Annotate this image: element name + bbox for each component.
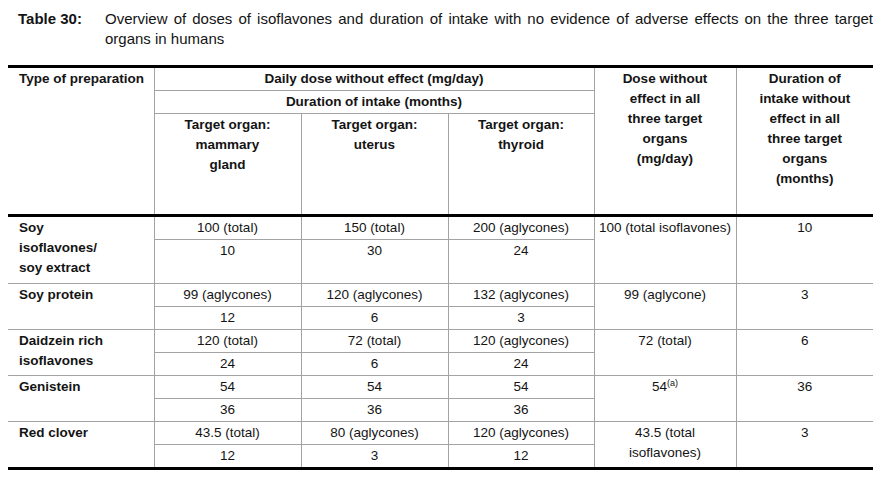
- header-target-organ-mammary: Target organ: mammary gland: [154, 114, 301, 216]
- table-body: Soy isoflavones/ soy extract 100 (total)…: [8, 216, 873, 469]
- uterus-months-cell: 6: [301, 307, 448, 330]
- document-page: Table 30: Overview of doses of isoflavon…: [0, 0, 889, 478]
- table-caption: Table 30: Overview of doses of isoflavon…: [18, 9, 873, 48]
- header-duration-of-intake: Duration of intake (months): [154, 91, 594, 114]
- mammary-dose-cell: 43.5 (total): [154, 422, 301, 445]
- preparation-cell: Red clover: [8, 422, 154, 469]
- all-organs-months-cell: 10: [736, 216, 873, 284]
- thyroid-months-cell: 24: [448, 240, 594, 284]
- thyroid-dose-cell: 54: [448, 376, 594, 399]
- all-organs-dose-cell: 43.5 (total isoflavones): [594, 422, 736, 469]
- header-daily-dose: Daily dose without effect (mg/day): [154, 67, 594, 91]
- table-row-dose: Genistein 54 54 54 54(a) 36: [8, 376, 873, 399]
- table-row-dose: Red clover 43.5 (total) 80 (aglycones) 1…: [8, 422, 873, 445]
- uterus-dose-cell: 80 (aglycones): [301, 422, 448, 445]
- header-target-organ-thyroid: Target organ: thyroid: [448, 114, 594, 216]
- table-row-dose: Soy protein 99 (aglycones) 120 (aglycone…: [8, 284, 873, 307]
- all-organs-dose-cell: 100 (total isoflavones): [594, 216, 736, 284]
- mammary-dose-cell: 54: [154, 376, 301, 399]
- uterus-dose-cell: 150 (total): [301, 216, 448, 240]
- preparation-cell: Soy isoflavones/ soy extract: [8, 216, 154, 284]
- thyroid-dose-cell: 120 (aglycones): [448, 422, 594, 445]
- mammary-months-cell: 36: [154, 399, 301, 422]
- mammary-months-cell: 24: [154, 353, 301, 376]
- preparation-cell: Genistein: [8, 376, 154, 422]
- thyroid-months-cell: 3: [448, 307, 594, 330]
- uterus-dose-cell: 54: [301, 376, 448, 399]
- header-row-1: Type of preparation Daily dose without e…: [8, 67, 873, 91]
- uterus-months-cell: 6: [301, 353, 448, 376]
- thyroid-months-cell: 24: [448, 353, 594, 376]
- uterus-dose-cell: 120 (aglycones): [301, 284, 448, 307]
- thyroid-dose-cell: 132 (aglycones): [448, 284, 594, 307]
- mammary-dose-cell: 100 (total): [154, 216, 301, 240]
- mammary-dose-cell: 120 (total): [154, 330, 301, 353]
- uterus-months-cell: 36: [301, 399, 448, 422]
- thyroid-dose-cell: 200 (aglycones): [448, 216, 594, 240]
- all-organs-months-cell: 6: [736, 330, 873, 376]
- all-organs-dose-cell: 72 (total): [594, 330, 736, 376]
- doses-table: Type of preparation Daily dose without e…: [8, 65, 873, 470]
- preparation-cell: Soy protein: [8, 284, 154, 330]
- thyroid-months-cell: 36: [448, 399, 594, 422]
- header-target-organ-uterus: Target organ: uterus: [301, 114, 448, 216]
- thyroid-dose-cell: 120 (aglycones): [448, 330, 594, 353]
- table-header: Type of preparation Daily dose without e…: [8, 67, 873, 216]
- table-row-dose: Soy isoflavones/ soy extract 100 (total)…: [8, 216, 873, 240]
- mammary-dose-cell: 99 (aglycones): [154, 284, 301, 307]
- footnote-marker: (a): [667, 378, 678, 388]
- preparation-cell: Daidzein rich isoflavones: [8, 330, 154, 376]
- thyroid-months-cell: 12: [448, 445, 594, 469]
- uterus-months-cell: 3: [301, 445, 448, 469]
- table-number: Table 30:: [18, 9, 105, 48]
- uterus-dose-cell: 72 (total): [301, 330, 448, 353]
- mammary-months-cell: 10: [154, 240, 301, 284]
- all-organs-months-cell: 3: [736, 422, 873, 469]
- header-duration-all-organs: Duration of intake without effect in all…: [736, 67, 873, 216]
- all-organs-dose-cell: 99 (aglycone): [594, 284, 736, 330]
- uterus-months-cell: 30: [301, 240, 448, 284]
- all-organs-months-cell: 3: [736, 284, 873, 330]
- all-organs-dose-cell: 54(a): [594, 376, 736, 422]
- table-row-dose: Daidzein rich isoflavones 120 (total) 72…: [8, 330, 873, 353]
- table-caption-text: Overview of doses of isoflavones and dur…: [105, 9, 873, 48]
- header-type-of-preparation: Type of preparation: [8, 67, 154, 216]
- header-dose-all-organs: Dose without effect in all three target …: [594, 67, 736, 216]
- all-organs-months-cell: 36: [736, 376, 873, 422]
- mammary-months-cell: 12: [154, 307, 301, 330]
- mammary-months-cell: 12: [154, 445, 301, 469]
